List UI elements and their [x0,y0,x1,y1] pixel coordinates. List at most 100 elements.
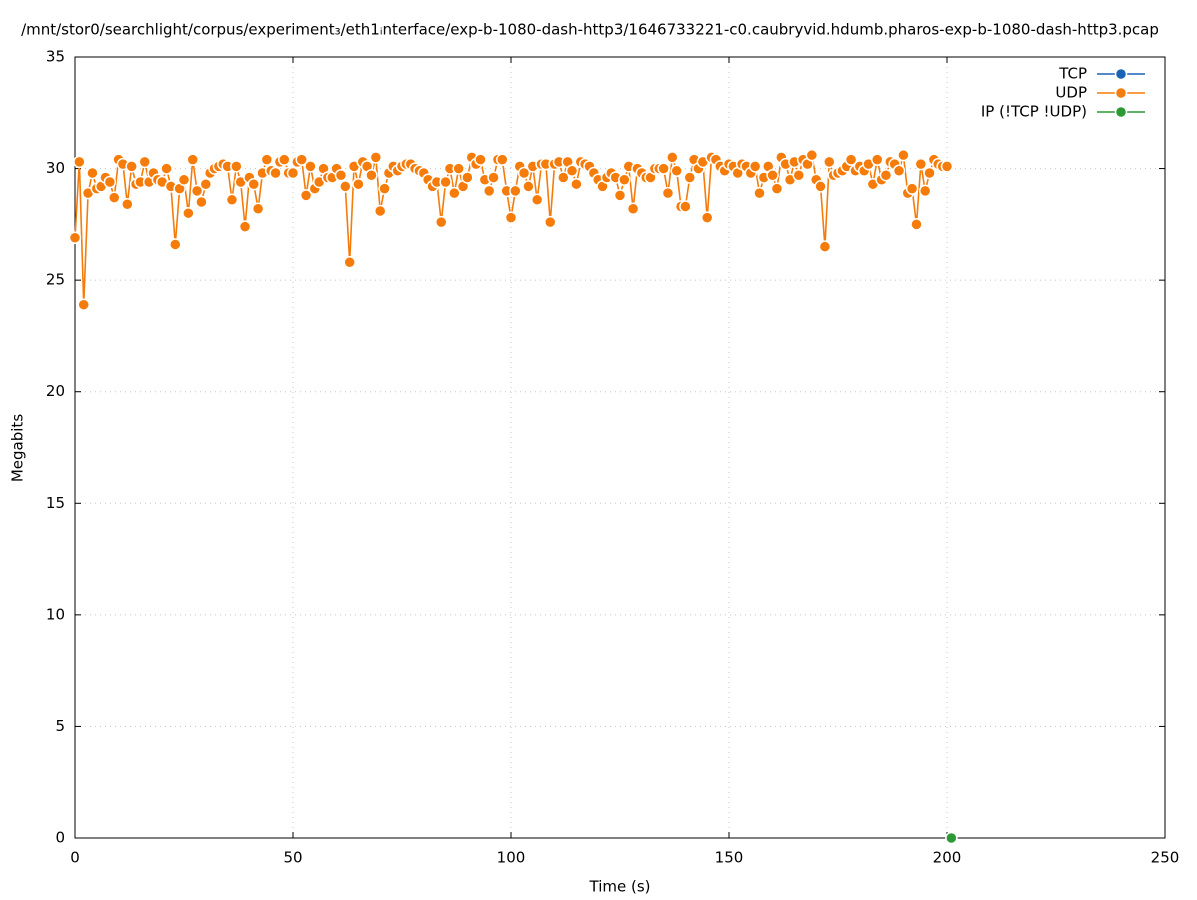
y-tick-label: 15 [46,494,65,512]
data-point [103,175,117,189]
y-tick-label: 0 [55,829,65,847]
data-point [373,204,387,218]
data-point [657,162,670,175]
data-point [295,153,308,166]
data-point [474,153,487,166]
legend-marker [1114,86,1128,100]
data-point [73,155,86,169]
data-point [565,164,579,178]
data-point [169,238,182,251]
data-point [160,162,173,175]
data-point [910,218,923,231]
data-point [613,189,627,202]
data-point [378,182,391,195]
data-point [844,153,858,166]
data-point [914,157,928,171]
x-tick-label: 0 [70,849,80,867]
data-point [121,198,134,211]
data-point [753,186,766,200]
data-point [177,173,191,186]
data-point [238,220,252,233]
data-point [186,153,199,166]
data-point [923,166,936,180]
data-point [666,151,679,164]
y-tick-label: 30 [46,159,65,177]
data-point [260,153,274,166]
data-point [543,215,557,229]
x-tick-label: 150 [715,849,744,867]
data-point [107,191,121,204]
data-point [522,180,535,193]
data-point [766,169,779,182]
data-point [945,831,958,845]
data-point [448,186,461,200]
data-point [748,160,762,173]
legend-marker [1114,105,1128,119]
data-point [700,211,714,224]
data-point [897,148,910,162]
data-point [805,148,819,162]
y-tick-label: 35 [46,48,65,66]
y-tick-label: 20 [46,382,65,400]
data-point [299,189,313,202]
data-point [670,164,683,178]
y-tick-label: 5 [55,717,65,735]
data-point [247,177,261,191]
data-point [792,169,806,182]
data-point [570,177,583,191]
data-point [679,200,692,213]
data-point [940,160,954,173]
data-point [225,193,239,207]
data-point [190,184,204,198]
data-point [683,171,697,184]
data-point [68,231,82,244]
data-point [199,177,213,191]
data-point [870,153,884,166]
data-point [439,175,452,189]
data-point [482,184,496,198]
y-axis-label: Megabits [9,414,27,482]
data-point [304,160,317,173]
data-point [814,180,827,193]
legend-label: UDP [1055,84,1087,102]
data-point [905,182,919,195]
data-point [818,240,832,253]
data-point [461,171,474,184]
data-point [823,155,836,169]
data-point [661,186,675,200]
data-point [879,169,893,182]
data-point [343,256,356,269]
y-tick-label: 10 [46,605,65,623]
data-point [504,211,518,224]
data-point [278,153,291,166]
plot-border [74,56,1166,839]
data-point [770,182,784,195]
data-point [251,202,265,215]
data-point [125,160,138,173]
x-axis-label: Time (s) [589,878,651,896]
data-point [557,171,570,184]
data-point [496,153,509,166]
x-tick-label: 250 [1151,849,1180,867]
data-point [517,166,531,180]
data-point [195,195,208,209]
data-point [892,164,906,178]
data-point [352,177,365,191]
data-point [86,166,99,180]
legend-label: TCP [1058,65,1087,83]
data-point [334,169,348,182]
data-point [365,169,378,182]
x-tick-label: 200 [933,849,962,867]
data-point [138,155,152,169]
legend-marker [1114,67,1128,81]
data-point [230,160,243,173]
x-tick-label: 100 [497,849,526,867]
data-point [626,202,640,215]
x-tick-label: 50 [283,849,302,867]
chart-title: /mnt/stor0/searchlight/corpus/experiment… [21,21,1159,39]
data-point [452,162,465,175]
data-point [618,173,631,186]
legend-label: IP (!TCP !UDP) [981,103,1087,121]
